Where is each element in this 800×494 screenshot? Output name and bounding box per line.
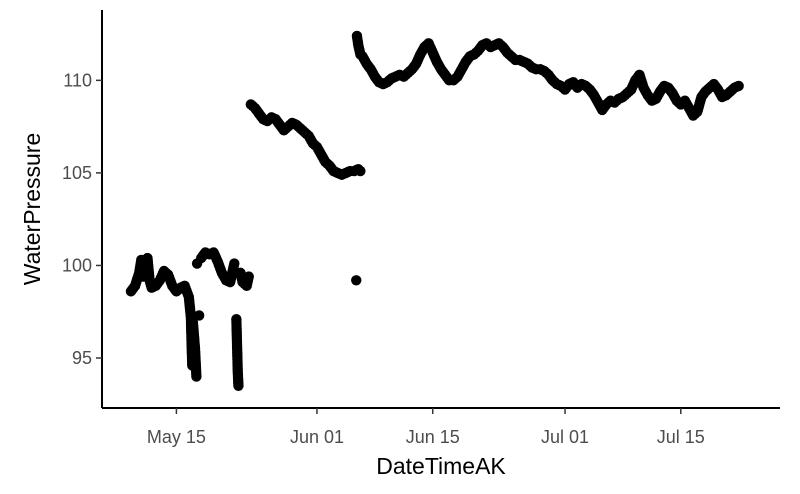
y-tick-label: 100 — [62, 255, 92, 275]
y-axis-ticks: 95 100 105 110 — [62, 70, 102, 368]
x-axis-ticks: May 15 Jun 01 Jun 15 Jul 01 Jul 15 — [147, 408, 705, 447]
y-tick-label: 95 — [72, 348, 92, 368]
data-point — [233, 380, 244, 391]
data-point — [351, 275, 362, 286]
data-points — [125, 30, 744, 391]
data-point — [229, 258, 240, 269]
y-tick-label: 105 — [62, 163, 92, 183]
x-tick-label: May 15 — [147, 427, 206, 447]
data-point — [355, 165, 366, 177]
y-axis-title: WaterPressure — [19, 133, 45, 286]
data-point — [243, 271, 254, 282]
x-axis-title: DateTimeAK — [376, 453, 506, 479]
x-tick-label: Jun 15 — [406, 427, 460, 447]
data-point — [191, 371, 202, 382]
x-tick-label: Jul 01 — [541, 427, 589, 447]
axes — [101, 10, 780, 409]
x-tick-label: Jun 01 — [290, 427, 344, 447]
data-point — [733, 80, 744, 92]
x-tick-label: Jul 15 — [657, 427, 705, 447]
data-point — [193, 310, 205, 321]
y-tick-label: 110 — [63, 70, 92, 90]
